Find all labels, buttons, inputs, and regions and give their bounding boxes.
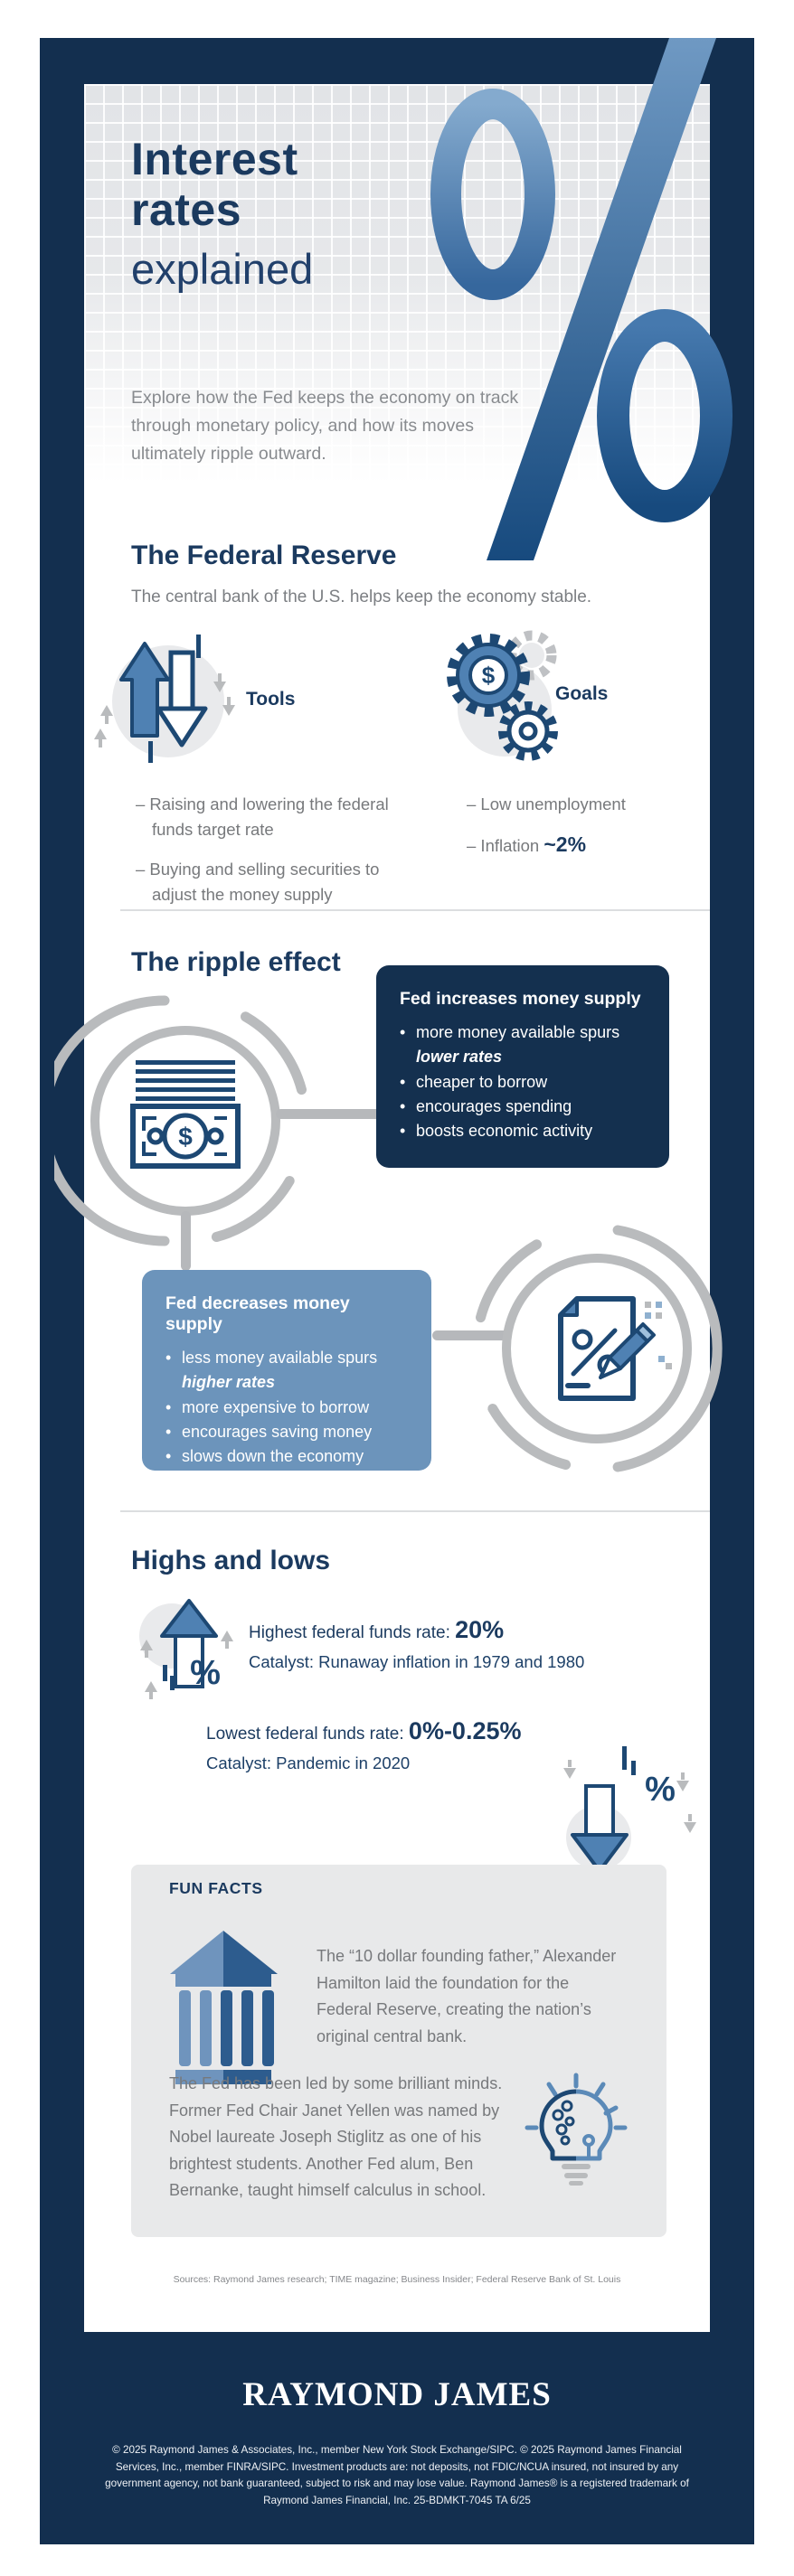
lowest-rate-catalyst: Catalyst: Pandemic in 2020 bbox=[206, 1753, 411, 1772]
section-heading-federal-reserve: The Federal Reserve bbox=[131, 541, 397, 570]
bank-icon bbox=[170, 1931, 278, 2084]
list-item: • less money available spurshigher rates bbox=[165, 1349, 378, 1392]
goals-bullet-1: – Low unemployment bbox=[467, 794, 626, 813]
fed-increases-card: Fed increases money supply • more money a… bbox=[376, 965, 669, 1168]
intro-text: Explore how the Fed keeps the economy on… bbox=[131, 388, 519, 464]
page-title: Interest rates explained bbox=[131, 134, 313, 293]
arrow-down-percent-icon: % bbox=[563, 1746, 696, 1873]
goals-bullet-2: – Inflation ~2% bbox=[467, 832, 684, 859]
footer-disclaimer: © 2025 Raymond James & Associates, Inc.,… bbox=[105, 2444, 689, 2506]
svg-text:%: % bbox=[190, 1654, 221, 1692]
tools-bullet-1: – Raising and lowering the federal funds… bbox=[136, 794, 389, 839]
fed-increases-card-title: Fed increases money supply bbox=[400, 989, 641, 1009]
percent-symbol-graphic bbox=[430, 38, 733, 560]
svg-text:$: $ bbox=[482, 662, 496, 689]
lowest-rate-label: Lowest federal funds rate: bbox=[206, 1725, 409, 1744]
section-divider bbox=[120, 909, 710, 911]
fun-fact-2: The Fed has been led by some brilliant m… bbox=[169, 2074, 503, 2199]
tools-arrows-icon bbox=[94, 635, 235, 763]
brain-lightbulb-icon bbox=[525, 2073, 628, 2186]
svg-text:%: % bbox=[645, 1771, 676, 1809]
goals-bullet-list: – Low unemployment – Inflation ~2% bbox=[467, 792, 684, 859]
highest-rate-catalyst: Catalyst: Runaway inflation in 1979 and … bbox=[249, 1652, 585, 1671]
inflation-target-value: ~2% bbox=[544, 832, 587, 856]
highest-rate-label: Highest federal funds rate: bbox=[249, 1623, 456, 1642]
goals-label: Goals bbox=[555, 683, 609, 704]
rate-document-icon bbox=[476, 1225, 723, 1472]
tools-label: Tools bbox=[246, 689, 296, 710]
list-item: • cheaper to borrow bbox=[400, 1072, 548, 1091]
title-line-3: explained bbox=[131, 245, 314, 293]
goals-bullet-2-text: – Inflation bbox=[467, 836, 544, 855]
fed-decreases-card-title: Fed decreases money supply bbox=[165, 1293, 350, 1334]
lowest-rate-block: Lowest federal funds rate: 0%-0.25% Cata… bbox=[206, 1717, 522, 1773]
list-item: • slows down the economy bbox=[165, 1447, 364, 1466]
raymond-james-logo: RAYMOND JAMES bbox=[242, 2376, 552, 2413]
title-line-2: rates bbox=[131, 184, 242, 235]
highest-rate-block: Highest federal funds rate: 20% Catalyst… bbox=[249, 1616, 584, 1672]
list-item: • encourages spending bbox=[400, 1097, 572, 1116]
connector-line bbox=[432, 1330, 510, 1340]
list-item: • encourages saving money bbox=[165, 1423, 373, 1442]
list-item: • more money available spurslower rates bbox=[400, 1023, 620, 1067]
connector-line bbox=[181, 1211, 191, 1271]
sources-text: Sources: Raymond James research; TIME ma… bbox=[173, 2274, 621, 2285]
goals-gears-icon: $ bbox=[447, 630, 558, 761]
federal-reserve-subheading: The central bank of the U.S. helps keep … bbox=[131, 588, 592, 606]
tools-bullet-list: – Raising and lowering the federal funds… bbox=[136, 792, 407, 907]
fed-decreases-bullets: • less money available spurshigher rates … bbox=[165, 1346, 410, 1470]
section-divider bbox=[120, 1510, 710, 1512]
tools-bullet-2: – Buying and selling securities to adjus… bbox=[136, 860, 380, 904]
section-heading-ripple-effect: The ripple effect bbox=[131, 947, 341, 977]
arrow-up-percent-icon: % bbox=[139, 1599, 233, 1699]
section-heading-highs-lows: Highs and lows bbox=[131, 1546, 331, 1575]
fed-increases-bullets: • more money available spurslower rates •… bbox=[400, 1020, 647, 1144]
title-line-1: Interest bbox=[131, 134, 298, 184]
connector-line bbox=[276, 1109, 384, 1119]
list-item: • boosts economic activity bbox=[400, 1122, 593, 1141]
svg-text:$: $ bbox=[178, 1123, 193, 1151]
fun-facts-heading: FUN FACTS bbox=[169, 1879, 263, 1897]
highest-rate-value: 20% bbox=[455, 1616, 505, 1643]
fun-fact-1: The “10 dollar founding father,” Alexand… bbox=[317, 1947, 617, 2045]
lowest-rate-value: 0%-0.25% bbox=[408, 1717, 522, 1744]
fed-decreases-card: Fed decreases money supply • less money a… bbox=[142, 1270, 431, 1471]
list-item: • more expensive to borrow bbox=[165, 1397, 370, 1416]
